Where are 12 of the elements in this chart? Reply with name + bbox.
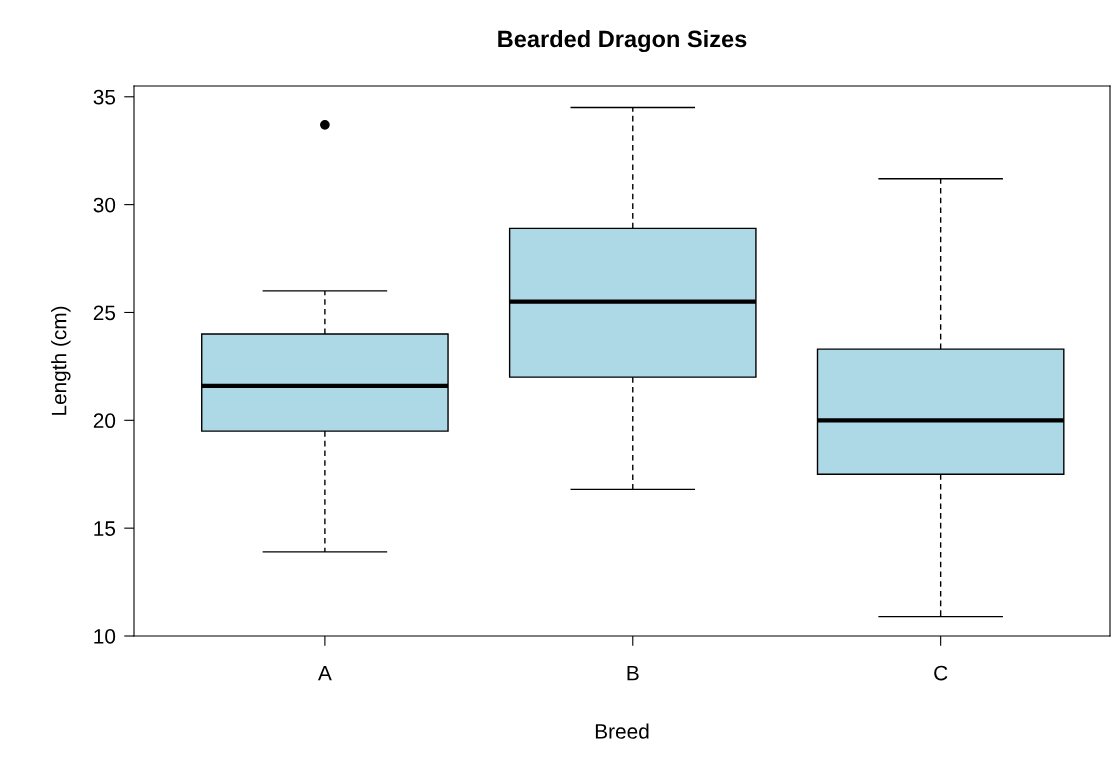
y-tick-label: 20	[93, 413, 116, 429]
y-tick-label: 30	[93, 197, 116, 213]
x-tick-label: B	[627, 665, 639, 681]
y-tick-label: 25	[93, 305, 116, 321]
x-tick-label: C	[934, 665, 948, 681]
x-axis-title: Breed	[595, 723, 649, 739]
y-axis-title: Length (cm)	[51, 306, 71, 415]
y-tick-label: 15	[94, 521, 116, 536]
y-tick-label: 10	[94, 629, 116, 644]
chart-title: Bearded Dragon Sizes	[498, 30, 747, 53]
x-tick-label: A	[317, 665, 332, 681]
y-tick-label: 35	[93, 89, 116, 105]
